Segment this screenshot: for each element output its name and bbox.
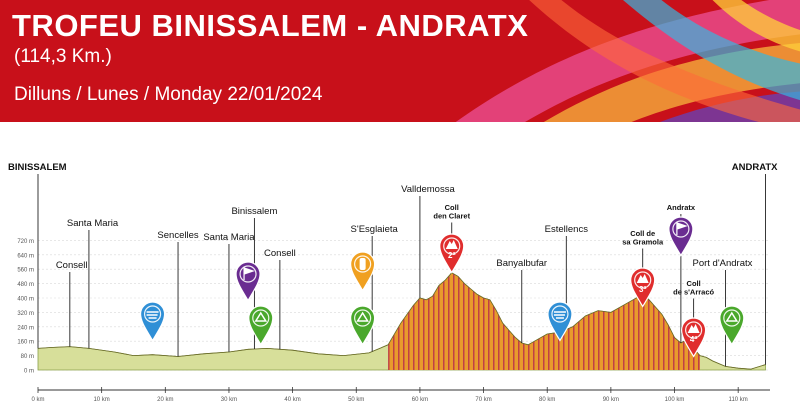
marker-ring xyxy=(354,255,372,273)
place-label: Coll den Claret xyxy=(433,203,470,221)
sprint-marker xyxy=(547,301,573,342)
climb-category-label: 2ª xyxy=(448,251,455,260)
y-tick-label: 720 m xyxy=(17,239,34,245)
elevation-profile-chart: 0 m 80 m 160 m 240 m 320 m 400 m 480 m 560 m 640… xyxy=(8,162,778,403)
x-tick-label: 60 km xyxy=(412,397,428,403)
place-label: Coll de sa Gramola xyxy=(622,229,664,247)
marker-pin xyxy=(235,261,261,302)
y-tick-label: 640 m xyxy=(17,253,34,259)
place-label: Coll de s'Arracó xyxy=(673,279,714,297)
place-label: Banyalbufar xyxy=(496,258,547,269)
climb-category-label: 4ª xyxy=(690,335,697,344)
feed-zone-marker xyxy=(719,305,745,346)
place-label: Consell xyxy=(56,260,88,271)
marker-ring xyxy=(239,265,257,283)
x-tick-label: 80 km xyxy=(539,397,555,403)
x-tick-label: 20 km xyxy=(157,397,173,403)
flag-marker xyxy=(668,216,694,257)
feed-zone-marker xyxy=(350,305,376,346)
x-tick-label: 10 km xyxy=(93,397,109,403)
marker-ring xyxy=(354,309,372,327)
mountain-icon xyxy=(687,324,700,333)
place-label: Santa Maria xyxy=(67,218,119,229)
recycle-icon xyxy=(725,311,739,322)
y-tick-label: 480 m xyxy=(17,282,34,288)
y-tick-label: 240 m xyxy=(17,325,34,331)
y-tick-label: 320 m xyxy=(17,311,34,317)
place-label: Port d'Andratx xyxy=(692,258,752,269)
climb-marker: 2ª xyxy=(439,233,465,274)
marker-ring xyxy=(551,305,569,323)
sprint-marker xyxy=(139,301,166,342)
marker-pin xyxy=(350,305,376,346)
water-bottle-marker xyxy=(350,251,376,292)
mountain-icon xyxy=(636,274,649,283)
place-label: Valldemossa xyxy=(401,184,455,195)
x-tick-label: 70 km xyxy=(475,397,491,403)
x-tick-label: 0 km xyxy=(31,397,44,403)
marker-pin xyxy=(681,317,707,358)
bottle-icon xyxy=(359,258,366,270)
recycle-icon xyxy=(356,311,369,322)
y-tick-label: 560 m xyxy=(17,268,34,274)
marker-ring xyxy=(685,321,703,339)
race-title: TROFEU BINISSALEM - ANDRATX xyxy=(12,8,529,43)
marker-ring xyxy=(443,237,461,255)
climb-marker: 3ª xyxy=(630,267,656,308)
place-label: ANDRATX xyxy=(732,162,778,173)
race-distance: (114,3 Km.) xyxy=(14,46,112,67)
marker-pin xyxy=(630,267,656,308)
place-label: Binissalem xyxy=(231,206,277,217)
flag-icon xyxy=(676,222,688,235)
y-tick-label: 160 m xyxy=(17,340,34,346)
x-tick-label: 90 km xyxy=(603,397,619,403)
place-label: S'Esglaieta xyxy=(351,224,399,235)
marker-pin xyxy=(139,301,166,342)
mountain-section-area xyxy=(388,272,700,370)
marker-pin xyxy=(668,216,694,257)
x-tick-label: 110 km xyxy=(729,397,748,403)
marker-pin xyxy=(439,233,465,274)
marker-pin xyxy=(248,305,274,346)
climb-marker: 4ª xyxy=(681,317,707,358)
feed-zone-marker xyxy=(248,305,274,346)
marker-ring xyxy=(634,271,652,289)
wind-icon xyxy=(553,311,566,319)
marker-ring xyxy=(143,305,162,323)
decorative-stripes xyxy=(455,0,800,122)
x-tick-label: 50 km xyxy=(348,397,364,403)
x-tick-label: 30 km xyxy=(221,397,237,403)
x-tick-label: 40 km xyxy=(284,397,300,403)
recycle-icon xyxy=(254,311,268,322)
place-label: Estellencs xyxy=(545,224,589,235)
race-date: Dilluns / Lunes / Monday 22/01/2024 xyxy=(14,84,323,105)
place-label: Andratx xyxy=(667,203,696,212)
climb-category-label: 3ª xyxy=(639,285,646,294)
y-tick-label: 400 m xyxy=(17,297,34,303)
elevation-profile-line xyxy=(37,272,766,370)
flag-icon xyxy=(243,267,255,280)
place-label: Consell xyxy=(264,248,296,259)
marker-ring xyxy=(672,220,690,238)
wind-icon xyxy=(146,311,159,319)
header-banner: TROFEU BINISSALEM - ANDRATX (114,3 Km.) … xyxy=(0,0,800,122)
marker-pin xyxy=(350,251,376,292)
place-label: Sencelles xyxy=(157,230,198,241)
flag-marker xyxy=(235,261,261,302)
marker-pin xyxy=(719,305,745,346)
y-tick-label: 80 m xyxy=(21,354,34,360)
place-label: BINISSALEM xyxy=(8,162,67,173)
marker-ring xyxy=(252,309,270,327)
x-tick-label: 100 km xyxy=(665,397,685,403)
mountain-icon xyxy=(445,240,458,249)
place-label: Santa Maria xyxy=(203,232,255,243)
marker-ring xyxy=(723,309,741,327)
y-tick-label: 0 m xyxy=(24,369,34,375)
